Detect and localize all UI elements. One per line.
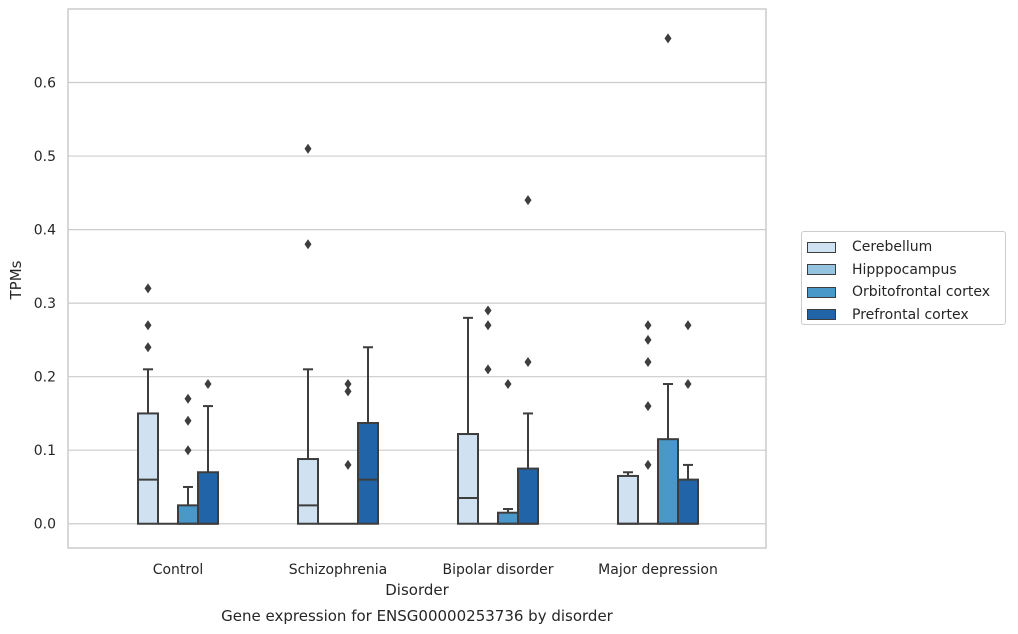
outlier-point <box>684 320 692 331</box>
outlier-point <box>144 342 152 353</box>
x-tick-label: Major depression <box>598 562 718 578</box>
outlier-point <box>184 445 192 456</box>
outlier-point <box>204 379 212 390</box>
box <box>357 421 379 525</box>
outlier-point <box>644 334 652 345</box>
y-tick-label: 0.0 <box>34 517 56 533</box>
x-axis-label: Disorder <box>385 581 449 599</box>
legend-label: Prefrontal cortex <box>852 306 969 323</box>
box <box>197 471 219 525</box>
legend-item: Prefrontal cortex <box>807 304 1005 327</box>
y-axis-label: TPMs <box>7 260 25 300</box>
y-tick-labels: 0.0 0.1 0.2 0.3 0.4 0.5 0.6 <box>34 76 56 533</box>
outlier-point <box>484 364 492 375</box>
box-series <box>137 33 699 525</box>
legend-item: Orbitofrontal cortex <box>807 281 1005 304</box>
legend-swatch <box>807 241 836 253</box>
outlier-point <box>504 379 512 390</box>
y-tick-label: 0.5 <box>34 149 56 165</box>
outlier-point <box>664 33 672 44</box>
box <box>137 412 159 525</box>
outlier-point <box>644 320 652 331</box>
outlier-point <box>304 143 312 154</box>
y-tick-label: 0.1 <box>34 443 56 459</box>
y-tick-label: 0.6 <box>34 76 56 92</box>
outlier-point <box>524 356 532 367</box>
box <box>617 474 639 525</box>
chart-legend: Cerebellum Hipppocampus Orbitofrontal cort… <box>801 231 1006 325</box>
box <box>497 511 519 525</box>
legend-label: Cerebellum <box>852 239 933 256</box>
box <box>177 504 199 525</box>
box-plot-chart: 0.0 0.1 0.2 0.3 0.4 0.5 0.6 Control Schizophren… <box>7 8 767 599</box>
plot-area-frame <box>67 8 767 549</box>
legend-swatch <box>807 286 836 298</box>
box <box>677 478 699 525</box>
box <box>457 433 479 525</box>
outlier-point <box>344 379 352 390</box>
outlier-point <box>184 415 192 426</box>
x-tick-label: Bipolar disorder <box>442 562 553 578</box>
outlier-point <box>344 459 352 470</box>
outlier-point <box>644 459 652 470</box>
outlier-point <box>144 283 152 294</box>
outlier-point <box>644 401 652 412</box>
box <box>657 438 679 525</box>
outlier-point <box>144 320 152 331</box>
legend-item: Hipppocampus <box>807 259 1005 282</box>
legend-label: Hipppocampus <box>852 261 957 278</box>
legend-item: Cerebellum <box>807 236 1005 259</box>
x-tick-label: Schizophrenia <box>289 562 387 578</box>
outlier-point <box>184 393 192 404</box>
outlier-point <box>484 305 492 316</box>
outlier-point <box>684 379 692 390</box>
outlier-point <box>484 320 492 331</box>
y-tick-label: 0.4 <box>34 223 56 239</box>
x-tick-label: Control <box>153 562 204 578</box>
y-tick-label: 0.2 <box>34 370 56 386</box>
outlier-point <box>524 195 532 206</box>
chart-caption: Gene expression for ENSG00000253736 by d… <box>221 607 613 625</box>
y-tick-label: 0.3 <box>34 296 56 312</box>
legend-swatch <box>807 264 836 276</box>
outlier-point <box>344 386 352 397</box>
outlier-point <box>644 356 652 367</box>
legend-swatch <box>807 309 836 321</box>
outlier-point <box>304 239 312 250</box>
gridlines <box>68 81 766 525</box>
box <box>517 467 539 525</box>
x-tick-labels: Control Schizophrenia Bipolar disorder Majo… <box>153 562 718 578</box>
box <box>297 458 319 525</box>
legend-label: Orbitofrontal cortex <box>852 284 990 301</box>
